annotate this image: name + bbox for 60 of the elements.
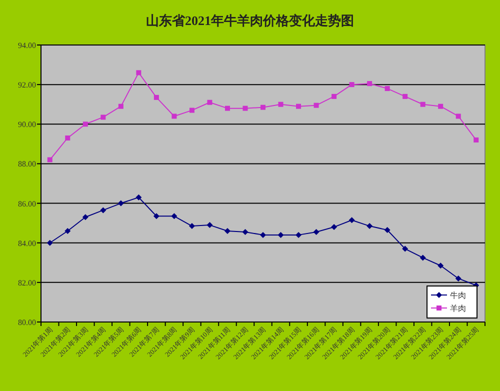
y-tick-label: 88.00 — [18, 160, 36, 169]
legend-label: 牛肉 — [450, 291, 466, 300]
point — [402, 246, 408, 252]
point — [348, 217, 355, 224]
chart-title: 山东省2021年牛羊肉价格变化走势图 — [146, 13, 354, 28]
point — [65, 135, 70, 140]
y-tick-label: 86.00 — [18, 199, 36, 208]
point — [154, 94, 159, 100]
point — [296, 104, 302, 109]
point — [296, 232, 302, 238]
point — [402, 94, 408, 99]
point — [366, 223, 373, 230]
point — [438, 262, 444, 269]
point — [189, 108, 194, 113]
point — [242, 106, 248, 111]
point — [46, 240, 53, 246]
point — [260, 104, 266, 110]
point — [313, 228, 320, 235]
point — [474, 137, 479, 142]
y-tick-label: 90.00 — [18, 120, 36, 130]
legend-label: 羊肉 — [450, 304, 466, 313]
point — [224, 106, 230, 111]
point — [82, 214, 88, 220]
point — [349, 82, 354, 88]
y-tick-label: 92.00 — [18, 80, 36, 90]
point — [118, 104, 124, 109]
point — [47, 157, 52, 162]
point — [188, 223, 195, 230]
point — [136, 194, 142, 200]
point — [278, 232, 284, 238]
point — [206, 222, 213, 228]
y-tick-label: 84.00 — [18, 238, 36, 248]
point — [278, 102, 284, 107]
point — [384, 226, 390, 233]
point — [314, 102, 319, 108]
point — [118, 200, 124, 206]
point — [438, 104, 444, 109]
point — [384, 86, 390, 92]
point — [153, 213, 160, 220]
point — [172, 114, 177, 119]
point — [420, 102, 426, 107]
point — [332, 94, 337, 99]
point — [420, 254, 426, 261]
y-tick-label: 80.00 — [18, 318, 36, 327]
point — [260, 232, 266, 238]
point — [82, 122, 88, 127]
point — [207, 100, 212, 105]
point — [136, 70, 142, 76]
point — [100, 114, 106, 120]
point — [64, 228, 71, 234]
point — [367, 81, 372, 86]
y-tick-label: 94.00 — [18, 41, 36, 50]
point — [171, 213, 178, 220]
point — [242, 228, 248, 235]
point — [224, 228, 230, 234]
point — [331, 224, 338, 230]
point — [455, 275, 462, 282]
point — [456, 114, 461, 119]
point — [100, 207, 106, 214]
y-tick-label: 82.00 — [18, 278, 36, 288]
